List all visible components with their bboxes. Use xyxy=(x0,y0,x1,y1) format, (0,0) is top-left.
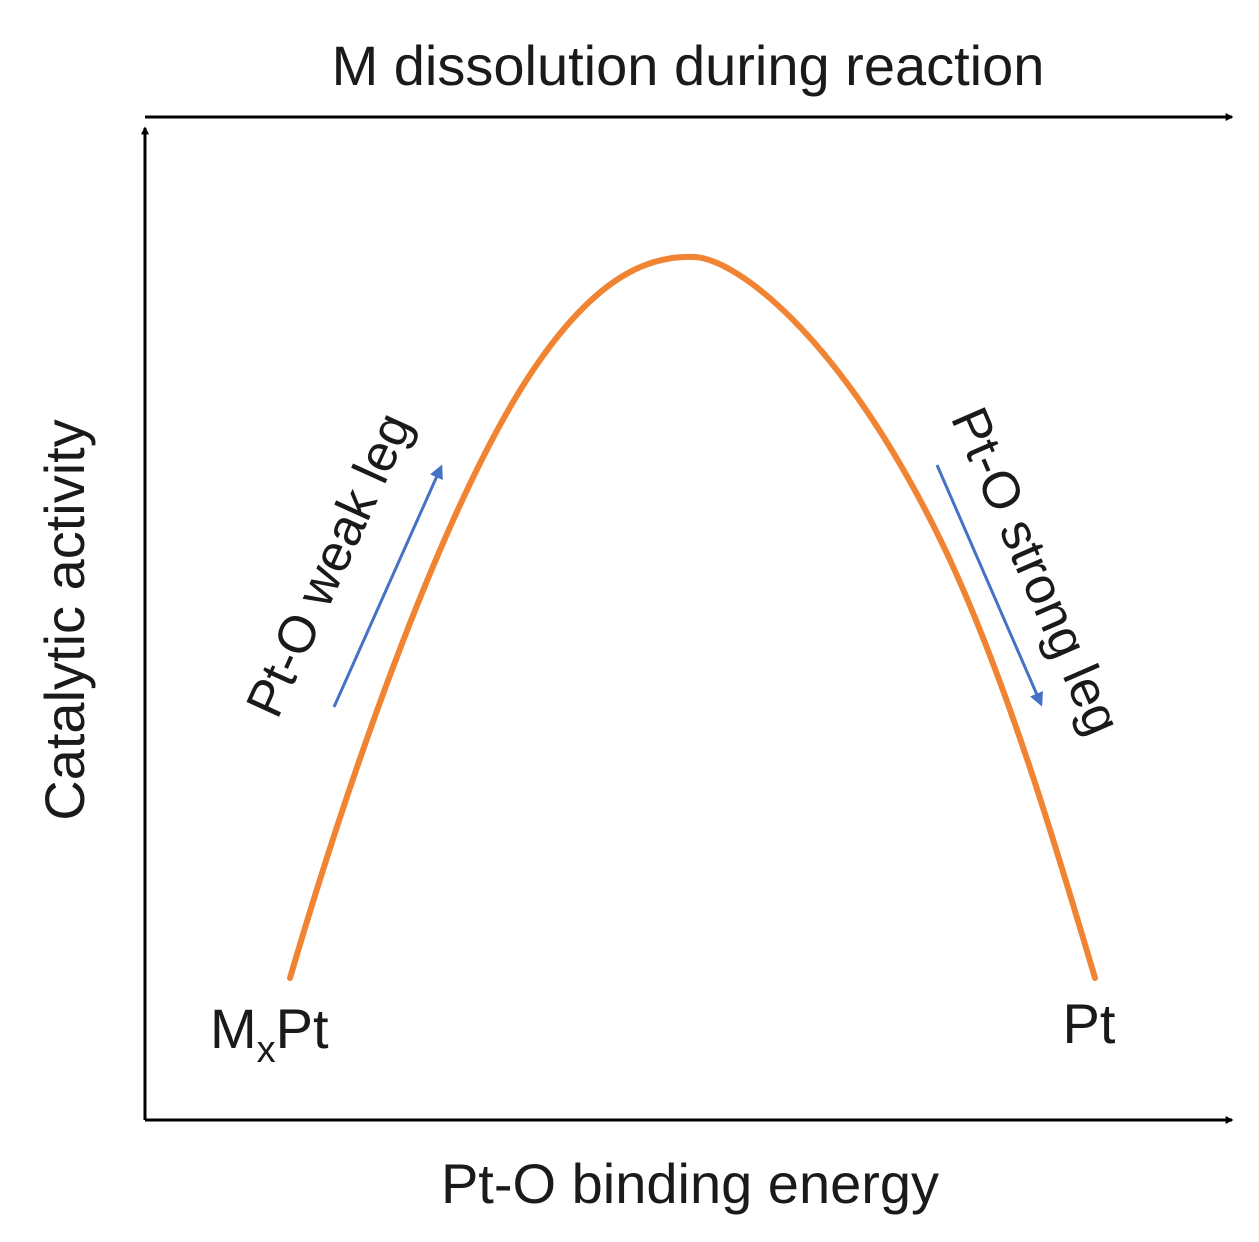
strong-leg-arrow xyxy=(935,464,1043,707)
left-endpoint-main: M xyxy=(210,997,257,1060)
x-axis-label: Pt-O binding energy xyxy=(441,1152,939,1215)
top-axis-label: M dissolution during reaction xyxy=(332,34,1045,97)
y-axis-label: Catalytic activity xyxy=(33,419,96,820)
left-endpoint-tail: Pt xyxy=(276,997,329,1060)
left-endpoint-label: MxPt xyxy=(210,997,329,1071)
weak-leg-arrow xyxy=(332,464,443,708)
right-endpoint-label: Pt xyxy=(1063,992,1116,1055)
weak-leg-label: Pt-O weak leg xyxy=(235,404,423,725)
left-endpoint-subscript: x xyxy=(257,1029,276,1071)
volcano-curve xyxy=(287,253,1098,981)
